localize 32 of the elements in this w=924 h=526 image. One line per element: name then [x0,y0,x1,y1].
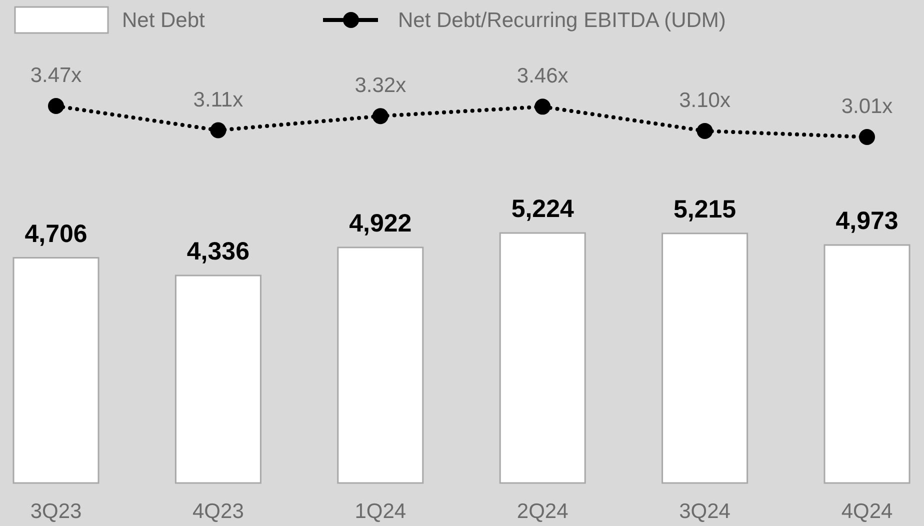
bar [824,244,910,484]
data-label: 3.47x [30,64,82,87]
data-label: 4,336 [186,237,250,266]
data-label: 3.11x [193,88,244,112]
data-label: 3.46x [516,64,569,88]
x-tick-label: 2Q24 [516,500,569,523]
data-label: 3.10x [679,88,731,112]
point [696,122,713,139]
legend-label: Net Debt/Recurring EBITDA (UDM) [398,9,726,32]
data-label: 4,922 [349,209,412,238]
data-label: 5,215 [674,195,736,224]
bar [337,246,424,484]
data-label: 5,224 [511,195,574,223]
x-tick-label: 3Q24 [679,500,731,523]
data-label: 4,973 [836,207,898,236]
point [48,98,64,114]
x-tick-label: 4Q23 [192,500,244,523]
data-label: 3.01x [841,95,894,118]
point [534,98,551,115]
bar [499,232,586,484]
bar [174,274,262,484]
bar [12,257,100,484]
x-tick-label: 1Q24 [354,500,406,523]
x-tick-label: 3Q23 [30,500,82,523]
data-label: 3.32x [354,74,407,98]
legend-label: Net Debt [122,9,206,32]
bar [662,232,748,484]
point [372,108,388,124]
x-tick-label: 4Q24 [841,500,894,523]
point [859,129,875,146]
data-label: 4,706 [24,220,88,248]
point [210,122,226,138]
